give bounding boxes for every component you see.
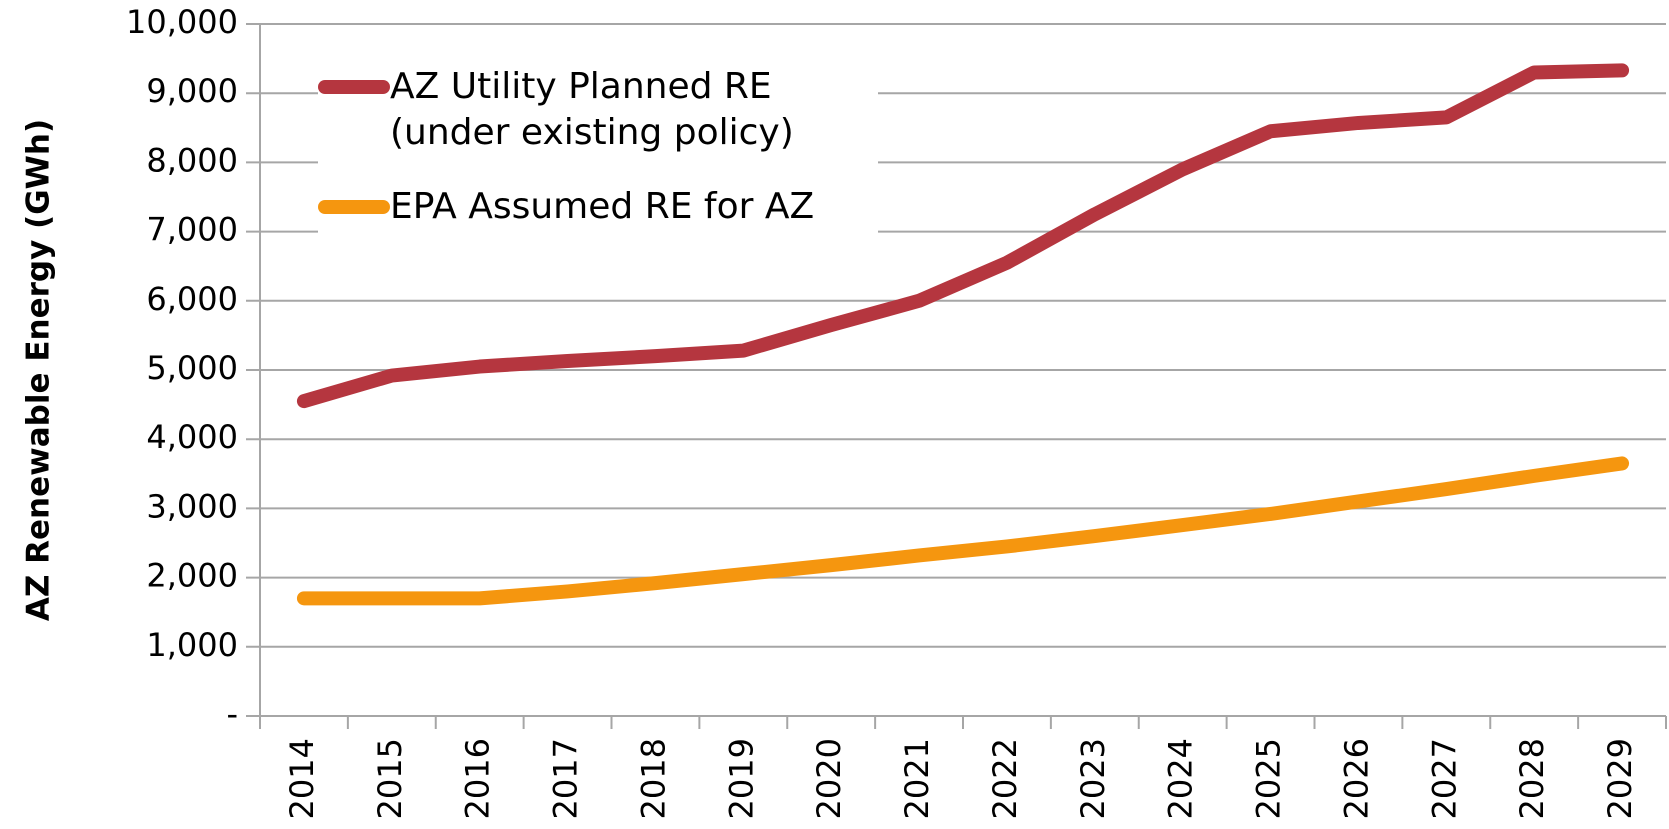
legend: AZ Utility Planned RE (under existing po… [318, 58, 878, 240]
x-tick-label: 2029 [1601, 738, 1639, 819]
y-tick-label: 1,000 [146, 626, 238, 664]
legend-label: AZ Utility Planned RE (under existing po… [390, 66, 794, 153]
legend-entry: AZ Utility Planned RE (under existing po… [318, 64, 878, 156]
y-axis-label: AZ Renewable Energy (GWh) [21, 119, 57, 621]
y-tick-label: 2,000 [146, 557, 238, 595]
x-tick-label: 2014 [283, 738, 321, 819]
x-tick-label: 2023 [1074, 738, 1112, 819]
x-tick-label: 2019 [722, 738, 760, 819]
series-line [296, 63, 1630, 409]
x-tick-label: 2015 [371, 738, 409, 819]
y-tick-label: 8,000 [146, 141, 238, 179]
x-tick-label: 2028 [1513, 738, 1551, 819]
y-tick-label: 9,000 [146, 72, 238, 110]
x-tick-label: 2016 [459, 738, 497, 819]
legend-swatch [318, 200, 390, 214]
series-line [296, 456, 1630, 606]
x-tick-label: 2027 [1425, 738, 1463, 819]
legend-label: EPA Assumed RE for AZ [390, 186, 815, 227]
y-tick-label: 4,000 [146, 418, 238, 456]
legend-swatch [318, 80, 390, 94]
y-tick-label: 6,000 [146, 280, 238, 318]
x-tick-label: 2024 [1162, 738, 1200, 819]
y-tick-label: 7,000 [146, 211, 238, 249]
x-tick-label: 2022 [986, 738, 1024, 819]
y-tick-label: 3,000 [146, 487, 238, 525]
y-tick-label: 10,000 [126, 3, 238, 41]
x-tick-label: 2020 [810, 738, 848, 819]
x-tick-label: 2018 [634, 738, 672, 819]
legend-entry: EPA Assumed RE for AZ [318, 184, 878, 230]
x-tick-label: 2021 [898, 738, 936, 819]
x-tick-label: 2026 [1337, 738, 1375, 819]
x-tick-label: 2017 [547, 738, 585, 819]
x-tick-label: 2025 [1250, 738, 1288, 819]
y-tick-label: 5,000 [146, 349, 238, 387]
y-tick-label: - [226, 695, 238, 733]
